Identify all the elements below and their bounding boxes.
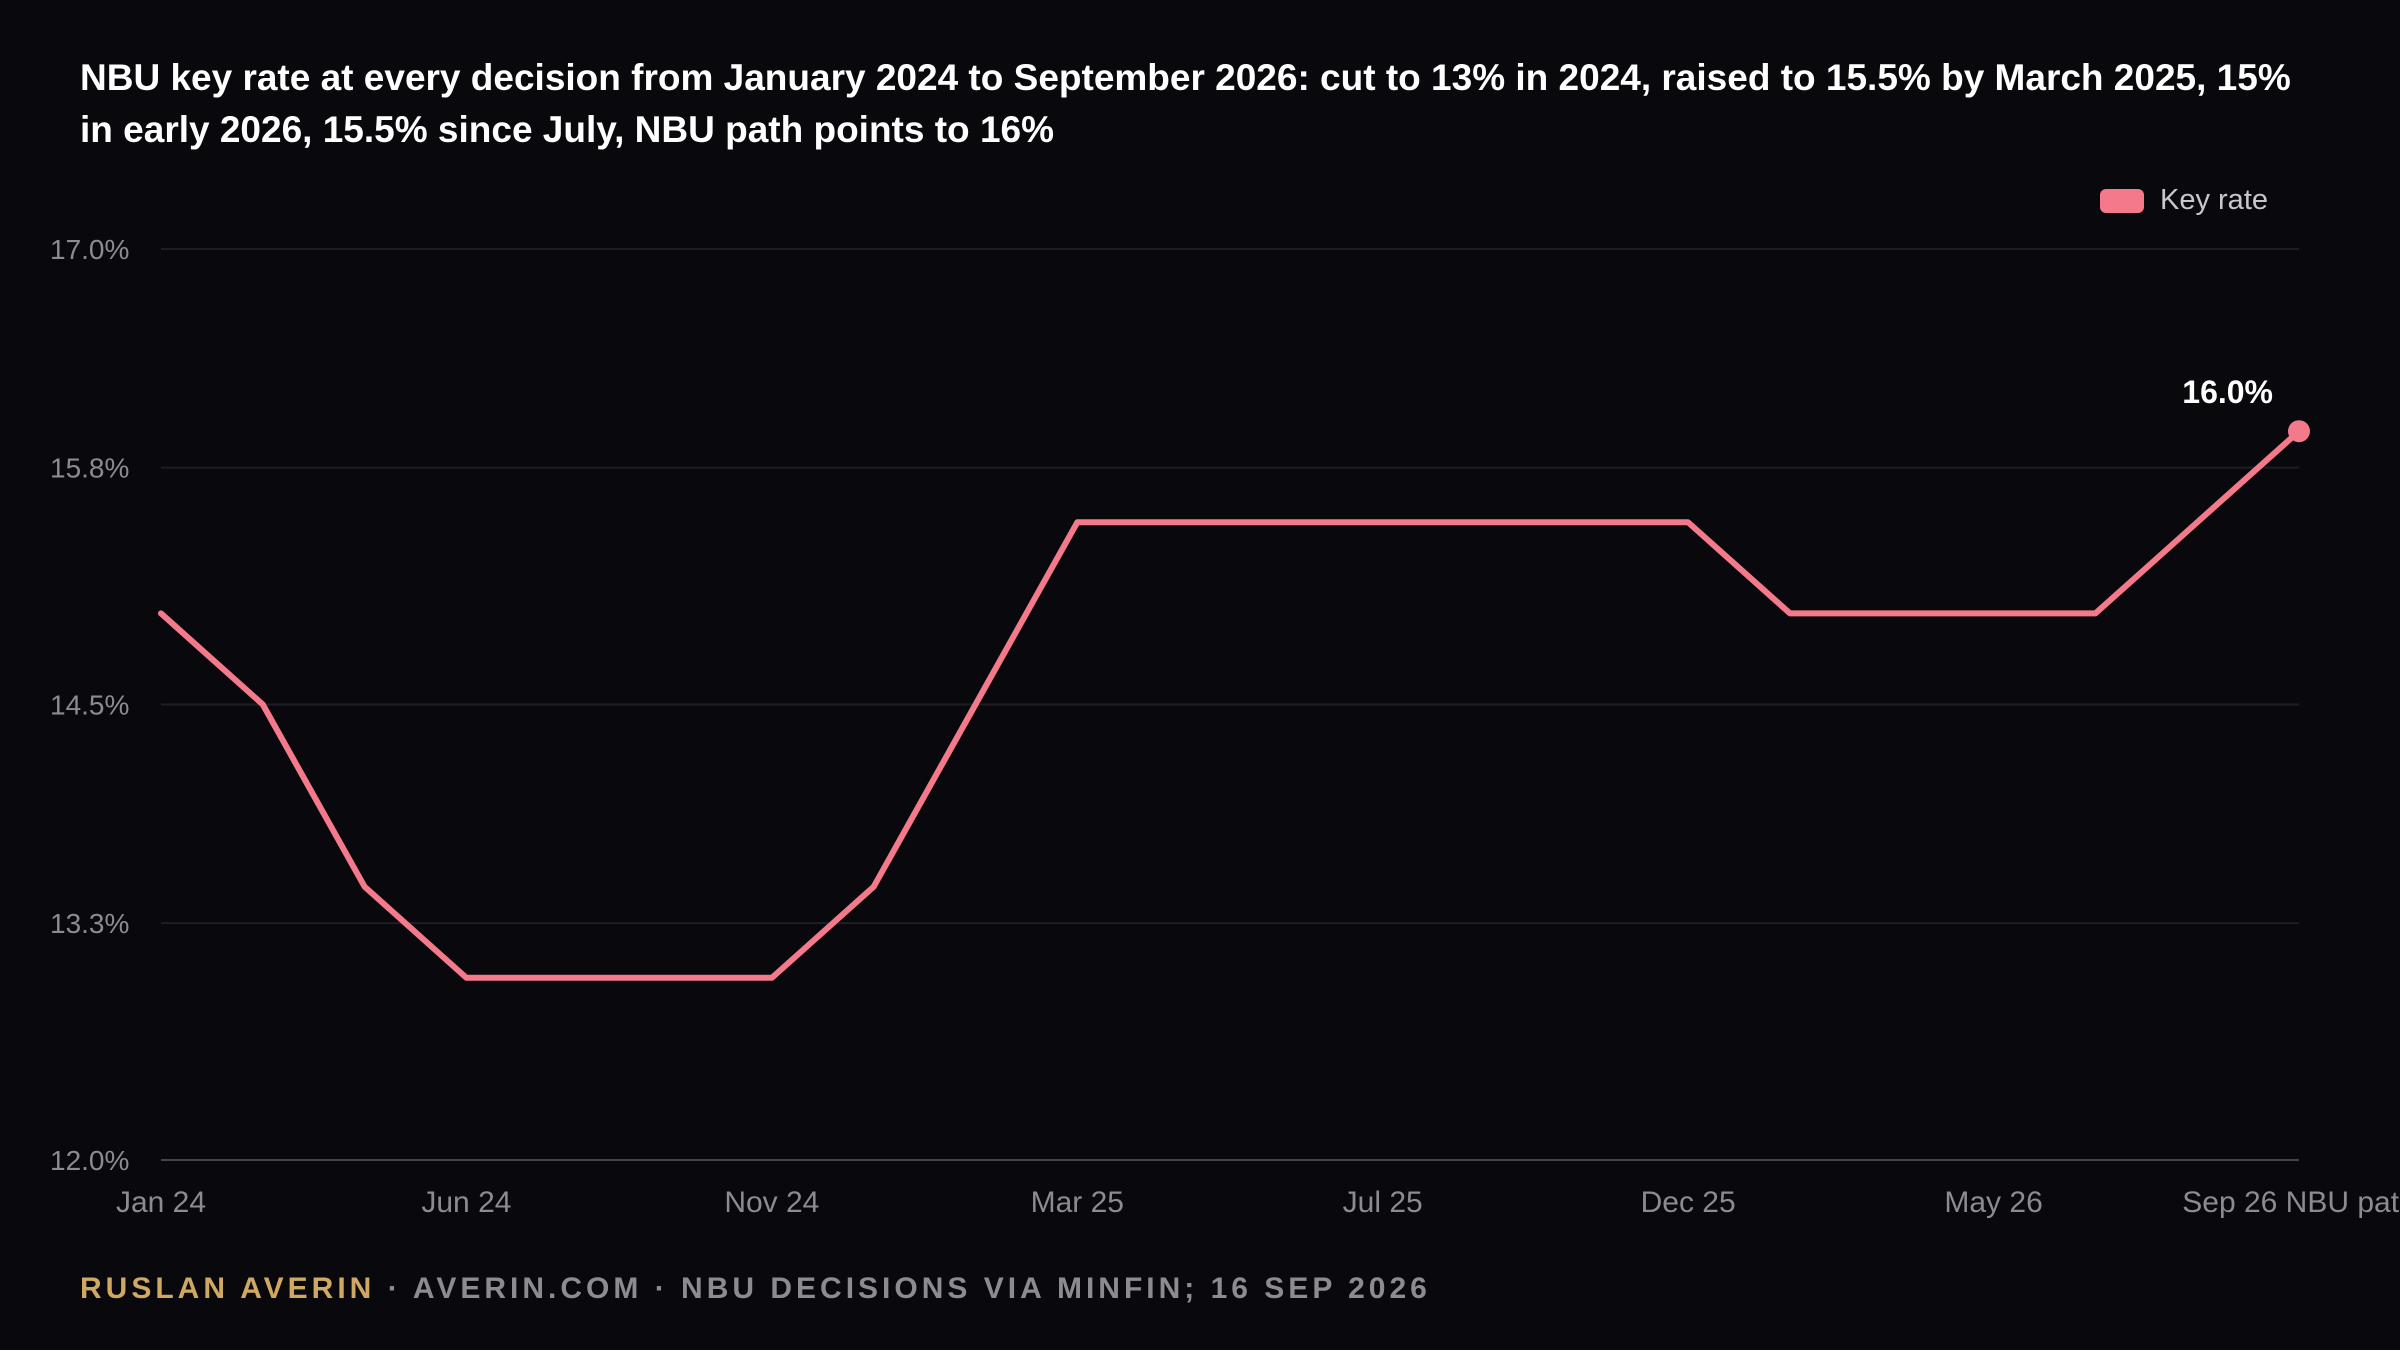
legend-label: Key rate [2160, 184, 2268, 216]
legend-swatch [2100, 188, 2144, 213]
series-line-key-rate [158, 428, 2302, 981]
y-tick-label: 17.0% [50, 234, 129, 265]
x-tick-label: Jan 24 [116, 1186, 206, 1219]
x-tick-label: Jul 25 [1343, 1186, 1423, 1219]
y-tick-label: 15.8% [50, 453, 129, 484]
y-tick-label: 14.5% [50, 690, 129, 721]
x-tick-label: Jun 24 [421, 1186, 511, 1219]
footer-credits: RUSLAN AVERIN · AVERIN.COM · NBU DECISIO… [80, 1272, 1431, 1306]
x-tick-label: Mar 25 [1031, 1186, 1124, 1219]
x-tick-label: Nov 24 [724, 1186, 819, 1219]
end-point-marker [2288, 420, 2310, 443]
x-tick-label: Sep 26 NBU path [2182, 1186, 2400, 1219]
footer-author: RUSLAN AVERIN [80, 1272, 376, 1305]
x-tick-label: Dec 25 [1641, 1186, 1736, 1219]
y-tick-label: 13.3% [50, 908, 129, 939]
footer-source: AVERIN.COM · NBU DECISIONS VIA MINFIN; 1… [412, 1272, 1431, 1305]
chart-title: NBU key rate at every decision from Janu… [80, 57, 2291, 150]
y-tick-label: 12.0% [50, 1145, 129, 1176]
end-point-label: 16.0% [2182, 374, 2273, 410]
x-tick-label: May 26 [1944, 1186, 2042, 1219]
footer-separator: · [387, 1272, 402, 1305]
legend: Key rate [2100, 184, 2268, 217]
